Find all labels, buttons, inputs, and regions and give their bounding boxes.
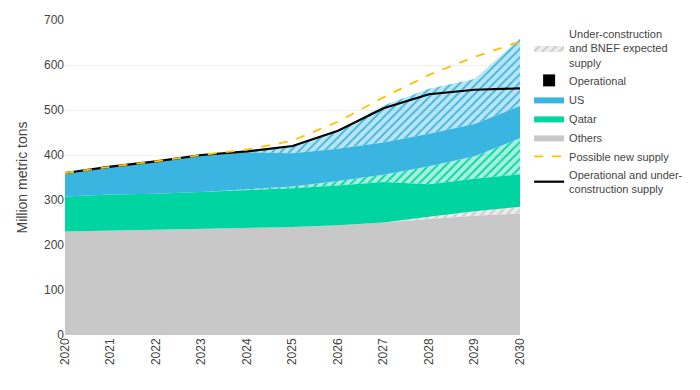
svg-text:400: 400: [44, 148, 64, 162]
svg-text:2020: 2020: [58, 338, 72, 365]
svg-text:Possible new supply: Possible new supply: [569, 151, 669, 163]
svg-text:200: 200: [44, 238, 64, 252]
svg-text:2021: 2021: [103, 338, 117, 365]
svg-text:US: US: [569, 94, 584, 106]
svg-text:2029: 2029: [467, 338, 481, 365]
svg-text:700: 700: [44, 13, 64, 27]
svg-text:300: 300: [44, 193, 64, 207]
svg-text:Million metric tons: Million metric tons: [14, 121, 30, 233]
svg-text:2027: 2027: [376, 338, 390, 365]
svg-text:500: 500: [44, 103, 64, 117]
svg-text:Qatar: Qatar: [569, 113, 597, 125]
svg-text:0: 0: [57, 328, 64, 342]
svg-text:2030: 2030: [513, 338, 527, 365]
svg-text:2024: 2024: [240, 338, 254, 365]
svg-text:2025: 2025: [285, 338, 299, 365]
svg-text:2028: 2028: [422, 338, 436, 365]
svg-text:2026: 2026: [331, 338, 345, 365]
svg-text:Operational: Operational: [569, 75, 626, 87]
svg-text:2022: 2022: [149, 338, 163, 365]
svg-text:Under-constructionand BNEF exp: Under-constructionand BNEF expectedsuppl…: [569, 28, 667, 69]
svg-text:100: 100: [44, 283, 64, 297]
svg-text:600: 600: [44, 58, 64, 72]
svg-text:Others: Others: [569, 132, 603, 144]
svg-text:2023: 2023: [194, 338, 208, 365]
svg-text:Operational and under-construc: Operational and under-construction suppl…: [569, 169, 682, 195]
